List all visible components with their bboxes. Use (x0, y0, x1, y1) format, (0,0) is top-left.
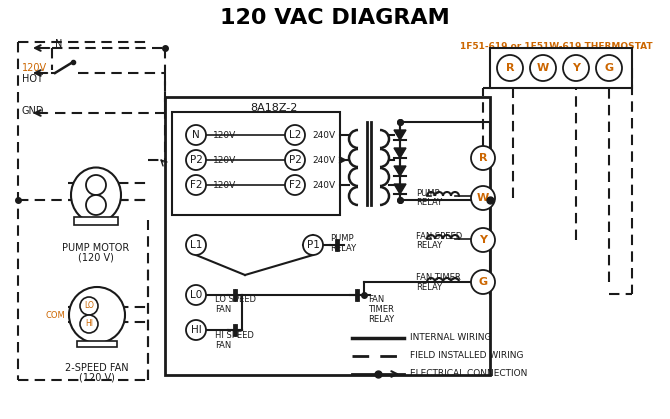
Text: 120V: 120V (213, 155, 237, 165)
Text: FAN: FAN (215, 341, 231, 349)
Bar (172, 112, 340, 215)
Text: P2: P2 (289, 155, 302, 165)
Text: P1: P1 (307, 240, 320, 250)
Text: 240V: 240V (312, 130, 335, 140)
Text: PUMP MOTOR: PUMP MOTOR (62, 243, 129, 253)
Circle shape (285, 150, 305, 170)
Circle shape (186, 235, 206, 255)
Text: FAN: FAN (368, 295, 385, 305)
Text: INTERNAL WIRING: INTERNAL WIRING (410, 334, 492, 342)
Text: GND: GND (22, 106, 44, 116)
Polygon shape (394, 166, 406, 176)
Text: RELAY: RELAY (416, 241, 442, 249)
Text: F2: F2 (190, 180, 202, 190)
Circle shape (497, 55, 523, 81)
Text: G: G (604, 63, 614, 73)
Circle shape (86, 175, 106, 195)
Circle shape (596, 55, 622, 81)
Text: ELECTRICAL CONNECTION: ELECTRICAL CONNECTION (410, 370, 527, 378)
Text: P2: P2 (190, 155, 202, 165)
Circle shape (186, 285, 206, 305)
Text: L1: L1 (190, 240, 202, 250)
Text: 2-SPEED FAN: 2-SPEED FAN (65, 363, 129, 373)
Circle shape (471, 146, 495, 170)
Text: RELAY: RELAY (416, 197, 442, 207)
Text: 240V: 240V (312, 181, 335, 189)
Text: PUMP: PUMP (416, 189, 440, 197)
Text: COM: COM (46, 310, 65, 320)
Circle shape (69, 287, 125, 343)
Text: G: G (478, 277, 488, 287)
Bar (490, 48, 632, 88)
Text: 120V: 120V (213, 181, 237, 189)
Text: FAN: FAN (215, 305, 231, 315)
Text: PUMP: PUMP (330, 233, 354, 243)
Text: 240V: 240V (312, 155, 335, 165)
Bar (74, 217, 118, 225)
Text: HI: HI (85, 320, 93, 328)
Text: R: R (479, 153, 487, 163)
Text: RELAY: RELAY (416, 282, 442, 292)
Circle shape (471, 228, 495, 252)
Text: RELAY: RELAY (330, 243, 356, 253)
Text: L0: L0 (190, 290, 202, 300)
Circle shape (80, 297, 98, 315)
Circle shape (285, 175, 305, 195)
Circle shape (563, 55, 589, 81)
Text: LO SPEED: LO SPEED (215, 295, 256, 305)
Circle shape (186, 125, 206, 145)
Text: N: N (55, 39, 62, 49)
Text: HI SPEED: HI SPEED (215, 331, 254, 339)
Polygon shape (394, 130, 406, 140)
Text: 1F51-619 or 1F51W-619 THERMOSTAT: 1F51-619 or 1F51W-619 THERMOSTAT (460, 42, 653, 51)
Circle shape (86, 195, 106, 215)
Text: L2: L2 (289, 130, 302, 140)
Text: W: W (537, 63, 549, 73)
Text: 120V: 120V (213, 130, 237, 140)
Text: (120 V): (120 V) (79, 373, 115, 383)
Text: Y: Y (479, 235, 487, 245)
Circle shape (186, 150, 206, 170)
Circle shape (186, 175, 206, 195)
Text: TIMER: TIMER (368, 305, 394, 315)
Text: F2: F2 (289, 180, 302, 190)
Text: W: W (477, 193, 489, 203)
Text: Y: Y (572, 63, 580, 73)
Text: 120V: 120V (22, 63, 47, 73)
Text: HI: HI (191, 325, 202, 335)
Circle shape (186, 320, 206, 340)
Bar (165, 97, 490, 375)
Circle shape (80, 315, 98, 333)
Circle shape (303, 235, 323, 255)
Text: FAN SPEED: FAN SPEED (416, 232, 462, 241)
Text: 120 VAC DIAGRAM: 120 VAC DIAGRAM (220, 8, 450, 28)
Text: 8A18Z-2: 8A18Z-2 (250, 103, 297, 113)
Text: (120 V): (120 V) (78, 253, 114, 263)
Text: LO: LO (84, 302, 94, 310)
Text: FAN TIMER: FAN TIMER (416, 274, 461, 282)
Text: HOT: HOT (22, 74, 43, 84)
Circle shape (471, 186, 495, 210)
Circle shape (530, 55, 556, 81)
Bar (77, 341, 117, 347)
Text: N: N (192, 130, 200, 140)
Ellipse shape (71, 168, 121, 222)
Text: FIELD INSTALLED WIRING: FIELD INSTALLED WIRING (410, 352, 523, 360)
Polygon shape (394, 184, 406, 194)
Text: RELAY: RELAY (368, 316, 394, 324)
Circle shape (285, 125, 305, 145)
Polygon shape (394, 148, 406, 158)
Circle shape (471, 270, 495, 294)
Text: R: R (506, 63, 515, 73)
